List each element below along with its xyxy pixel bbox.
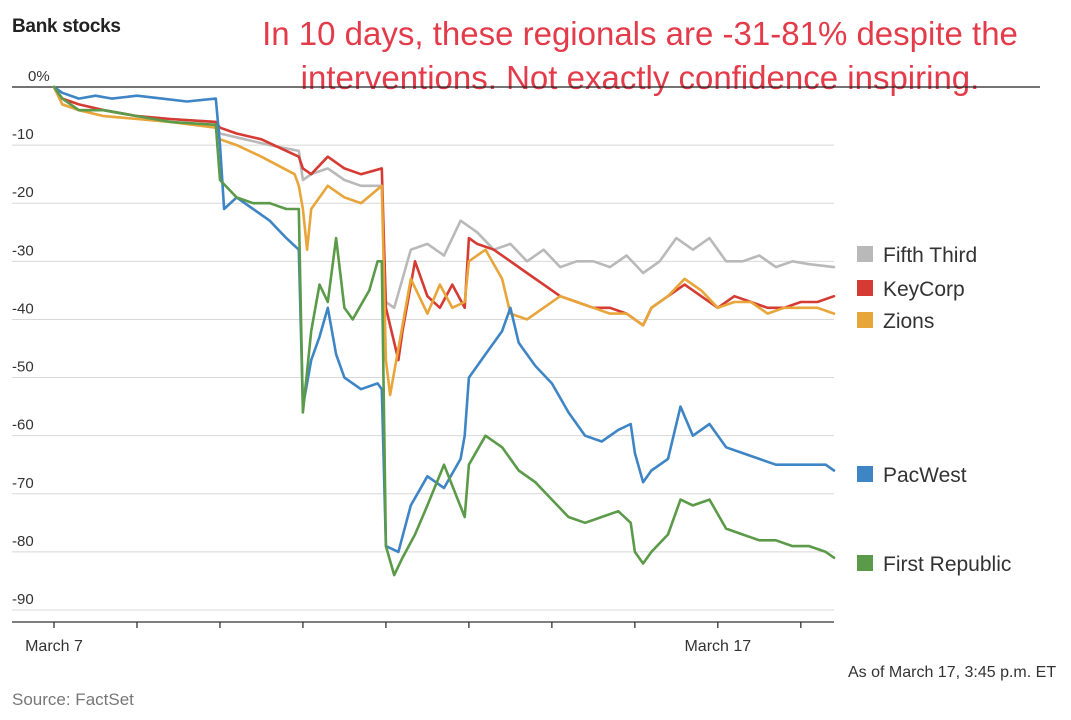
y-tick-label: -60 xyxy=(12,417,34,434)
gridlines xyxy=(12,86,1040,611)
x-tick-label: March 7 xyxy=(25,638,83,655)
y-tick-label: -90 xyxy=(12,591,34,608)
legend-label-pacwest: PacWest xyxy=(883,464,967,487)
legend-swatch-zions xyxy=(857,312,873,328)
y-tick-label: -30 xyxy=(12,242,34,259)
series-line-zions xyxy=(52,85,836,397)
series-line-keycorp xyxy=(52,85,836,362)
y-tick-label: -70 xyxy=(12,475,34,492)
annotation-text: In 10 days, these regionals are -31-81% … xyxy=(262,15,1018,96)
legend: Fifth Third KeyCorp Zions PacWest First Repu… xyxy=(857,244,1011,576)
y-tick-label: -20 xyxy=(12,184,34,201)
y-tick-label: -10 xyxy=(12,126,34,143)
series-line-pacwest xyxy=(52,85,836,554)
y-axis: 0% -10 -20 -30 -40 -50 -60 -70 -80 -90 xyxy=(12,68,50,608)
y-tick-label: -50 xyxy=(12,359,34,376)
y-tick-label: -40 xyxy=(12,300,34,317)
x-tick-label: March 17 xyxy=(684,638,751,655)
source-note: Source: FactSet xyxy=(12,690,134,709)
x-axis: March 7 March 17 xyxy=(12,621,834,655)
y-tick-label: -80 xyxy=(12,533,34,550)
chart-title: Bank stocks xyxy=(12,16,121,37)
legend-label-fifth-third: Fifth Third xyxy=(883,244,977,267)
legend-swatch-first-republic xyxy=(857,555,873,571)
y-tick-label: 0% xyxy=(28,68,50,85)
legend-swatch-fifth-third xyxy=(857,246,873,262)
legend-label-first-republic: First Republic xyxy=(883,553,1011,576)
as-of-note: As of March 17, 3:45 p.m. ET xyxy=(848,664,1057,681)
legend-label-zions: Zions xyxy=(883,310,934,333)
series-line-first-republic xyxy=(52,85,836,577)
legend-swatch-pacwest xyxy=(857,466,873,482)
series-line-fifth-third xyxy=(52,85,836,310)
legend-swatch-keycorp xyxy=(857,280,873,296)
series-lines xyxy=(52,85,836,577)
legend-label-keycorp: KeyCorp xyxy=(883,278,965,301)
